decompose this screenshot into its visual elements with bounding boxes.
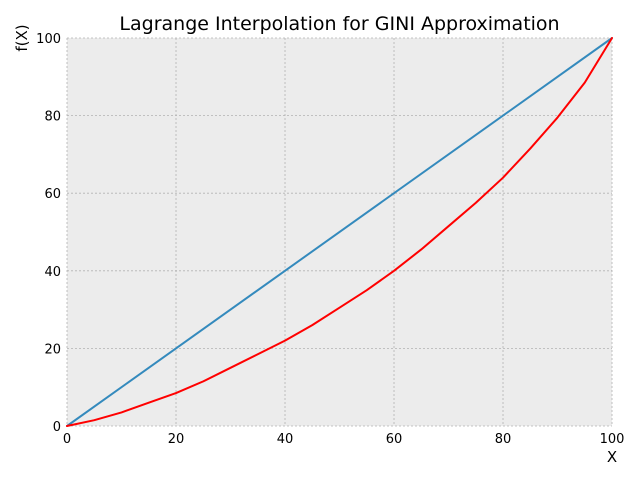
y-tick-label: 40 [44,265,61,280]
y-tick-label: 20 [44,342,61,357]
series-lines [66,37,613,427]
y-tick-label: 0 [53,420,61,435]
x-tick-label: 40 [277,432,294,447]
x-tick-label: 60 [386,432,403,447]
x-axis-label: X [607,448,617,466]
series-line-1 [66,37,613,427]
x-tick-label: 80 [495,432,512,447]
y-tick-label: 60 [44,187,61,202]
x-tick-label: 20 [168,432,185,447]
y-tick-label: 100 [36,32,61,47]
y-tick-label: 80 [44,110,61,125]
y-axis-label: f(X) [13,24,31,51]
grid [66,37,613,427]
tick-labels: 0 20 40 60 80 100 0 20 40 60 80 100 [36,32,624,447]
x-tick-label: 100 [600,432,625,447]
series-line-0 [66,37,613,427]
chart-title: Lagrange Interpolation for GINI Approxim… [119,13,559,35]
x-tick-label: 0 [63,432,71,447]
